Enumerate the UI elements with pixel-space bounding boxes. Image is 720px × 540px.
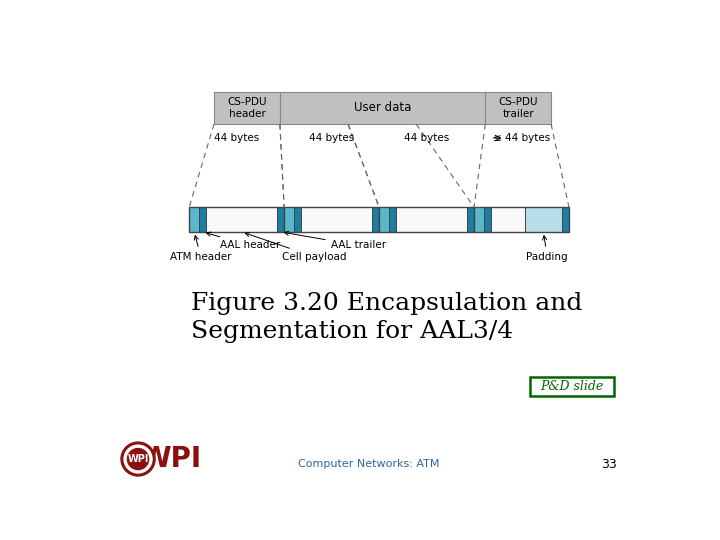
- Bar: [284, 207, 294, 232]
- Bar: [199, 207, 206, 232]
- Text: CS-PDU
header: CS-PDU header: [228, 97, 266, 119]
- Text: P&D slide: P&D slide: [541, 380, 603, 393]
- Text: 33: 33: [601, 458, 617, 471]
- Bar: [474, 207, 569, 232]
- Circle shape: [127, 449, 148, 470]
- Text: CS-PDU
trailer: CS-PDU trailer: [498, 97, 538, 119]
- Circle shape: [124, 445, 152, 473]
- Bar: [294, 207, 301, 232]
- Text: Padding: Padding: [526, 235, 568, 262]
- Bar: [474, 207, 484, 232]
- Bar: [396, 207, 467, 232]
- Text: 44 bytes: 44 bytes: [404, 133, 449, 143]
- Bar: [206, 207, 277, 232]
- Bar: [525, 207, 562, 232]
- Text: ATM header: ATM header: [170, 235, 232, 262]
- Text: ≤ 44 bytes: ≤ 44 bytes: [493, 133, 550, 143]
- Bar: [379, 207, 389, 232]
- Text: Computer Networks: ATM: Computer Networks: ATM: [298, 460, 440, 469]
- Text: WPI: WPI: [127, 454, 149, 464]
- Bar: [280, 92, 485, 124]
- Text: 44 bytes: 44 bytes: [214, 133, 259, 143]
- Bar: [485, 92, 551, 124]
- Circle shape: [121, 442, 155, 476]
- Bar: [189, 207, 199, 232]
- Bar: [389, 207, 396, 232]
- Bar: [491, 207, 525, 232]
- Bar: [214, 92, 280, 124]
- Bar: [284, 207, 379, 232]
- Bar: [189, 207, 284, 232]
- Text: 44 bytes: 44 bytes: [309, 133, 354, 143]
- Text: Figure 3.20 Encapsulation and
Segmentation for AAL3/4: Figure 3.20 Encapsulation and Segmentati…: [191, 292, 582, 343]
- Bar: [484, 207, 491, 232]
- Text: WPI: WPI: [140, 445, 201, 473]
- Bar: [301, 207, 372, 232]
- Text: User data: User data: [354, 102, 411, 114]
- Text: Cell payload: Cell payload: [246, 233, 347, 262]
- Bar: [467, 207, 474, 232]
- Text: AAL trailer: AAL trailer: [284, 231, 386, 251]
- Bar: [372, 207, 379, 232]
- Bar: [277, 207, 284, 232]
- Bar: [379, 207, 474, 232]
- Bar: [562, 207, 569, 232]
- Text: AAL header: AAL header: [207, 232, 280, 251]
- Bar: [530, 377, 614, 396]
